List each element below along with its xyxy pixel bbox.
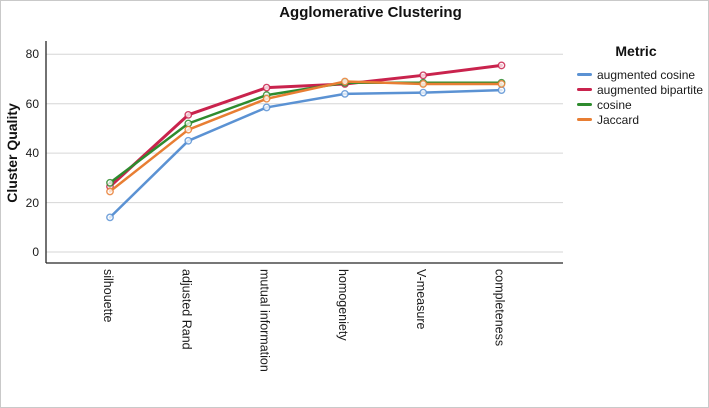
legend-swatch-cosine [577,103,592,106]
data-point-augmented-cosine-completeness [497,86,506,95]
legend-label-augmented-cosine: augmented cosine [597,67,696,82]
data-point-jaccard-silhouette [106,187,114,196]
series-line-augmented-bipartite [108,63,503,189]
data-point-augmented-cosine-mutual-information [262,103,271,112]
data-point-augmented-cosine-adjusted-rand [184,136,193,145]
chart-title: Agglomerative Clustering [279,4,462,21]
y-tick-label-40: 40 [25,146,39,161]
series-line-augmented-cosine [108,88,503,219]
data-point-cosine-adjusted-rand [184,119,193,128]
data-point-augmented-bipartite-completeness [497,61,506,70]
x-category-label-homogeniety: homogeniety [335,269,350,341]
legend-swatch-augmented-cosine [577,73,592,76]
legend: Metric augmented cosine augmented biparti… [577,43,703,127]
x-category-label-adjusted-rand: adjusted Rand [179,269,194,350]
data-point-augmented-cosine-homogeniety [340,89,349,98]
data-point-augmented-bipartite-mutual-information [262,83,271,92]
data-point-jaccard-v-measure [419,80,428,88]
x-category-label-completeness: completeness [492,269,507,347]
data-point-jaccard-completeness [497,80,506,88]
x-category-label-silhouette: silhouette [101,269,115,323]
legend-swatch-augmented-bipartite [577,88,592,91]
y-tick-label-0: 0 [32,245,39,259]
legend-item-augmented-cosine: augmented cosine [577,67,703,82]
legend-label-cosine: cosine [597,97,632,112]
data-point-cosine-silhouette [106,178,114,187]
data-point-jaccard-mutual-information [262,94,271,103]
data-point-augmented-cosine-silhouette [106,213,114,222]
legend-item-cosine: cosine [577,97,703,112]
data-point-augmented-bipartite-v-measure [419,71,428,80]
data-point-jaccard-homogeniety [340,77,349,86]
legend-swatch-jaccard [577,118,592,121]
legend-item-augmented-bipartite: augmented bipartite [577,82,703,97]
series-line-jaccard [108,80,503,193]
legend-item-jaccard: Jaccard [577,112,703,127]
y-tick-label-20: 20 [25,195,39,210]
legend-items: augmented cosine augmented bipartite cosin… [577,67,703,127]
x-category-label-v-measure: V-measure [414,269,429,330]
legend-label-augmented-bipartite: augmented bipartite [597,82,704,97]
data-point-augmented-cosine-v-measure [419,88,428,97]
y-tick-label-80: 80 [25,47,39,62]
legend-label-jaccard: Jaccard [597,112,640,127]
y-tick-label-60: 60 [25,96,39,111]
x-category-label-mutual-information: mutual information [257,269,272,372]
data-point-augmented-bipartite-adjusted-rand [184,110,193,119]
legend-title: Metric [615,43,657,59]
data-point-jaccard-adjusted-rand [184,125,193,134]
